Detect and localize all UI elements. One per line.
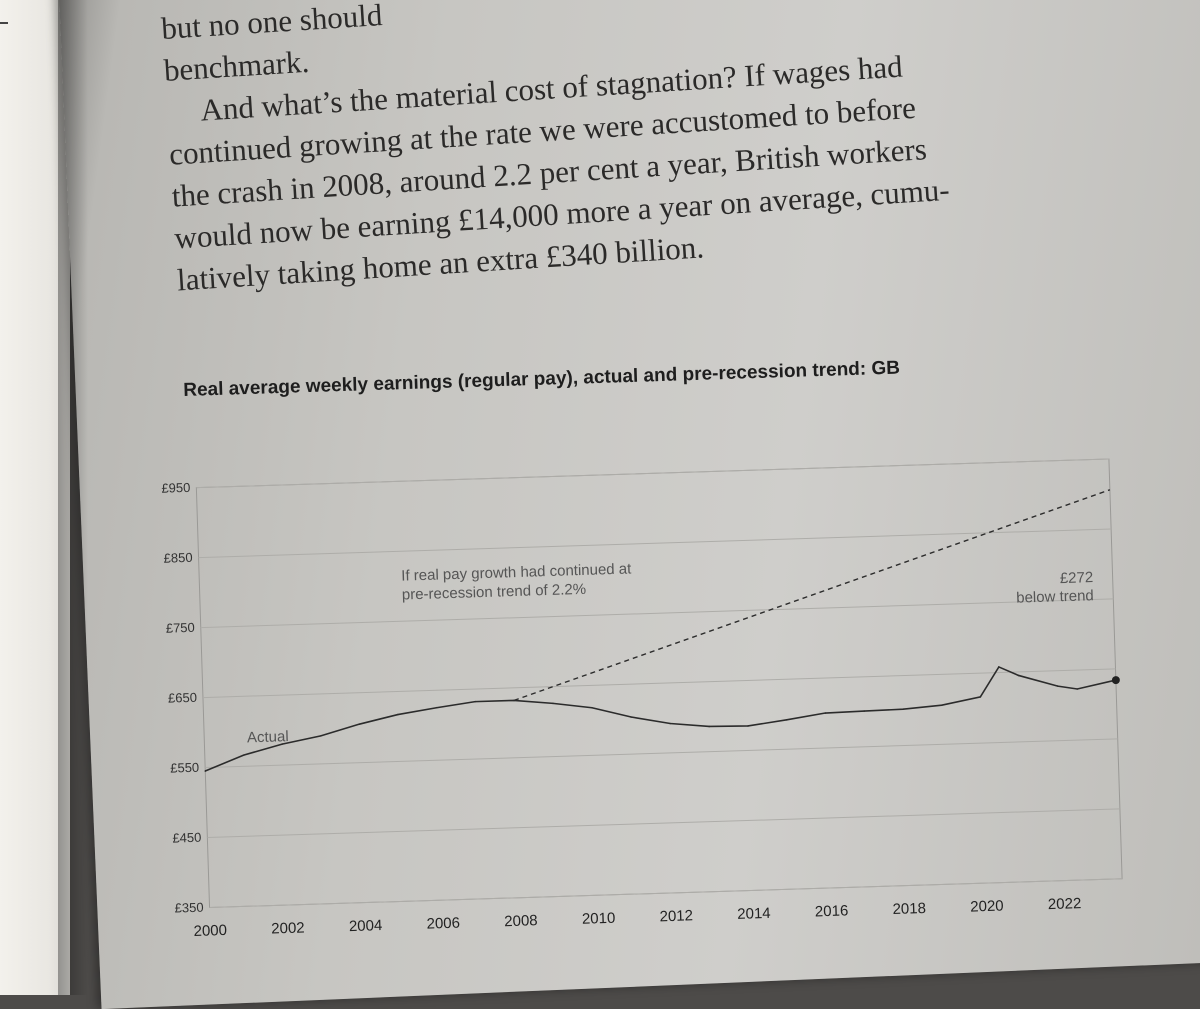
actual-data-point [242, 754, 245, 756]
actual-data-point [358, 723, 361, 725]
actual-data-point [1056, 685, 1059, 687]
y-gridline [209, 878, 1123, 908]
x-tick-label: 2008 [504, 912, 538, 930]
page-mark [0, 22, 8, 24]
actual-data-point [397, 713, 399, 716]
actual-series-label: Actual [247, 728, 289, 746]
actual-data-point [785, 719, 788, 721]
y-tick-label: £550 [170, 760, 199, 776]
x-tick-label: 2020 [970, 898, 1004, 916]
actual-end-marker [1111, 676, 1120, 685]
actual-data-point [669, 722, 672, 725]
trend-label-line2: pre-recession trend of 2.2% [402, 581, 587, 604]
chart-svg: £950 £850 £750 £650 £550 £450 £350 2000 2002 2004… [161, 458, 1123, 940]
x-tick-label: 2018 [892, 900, 926, 918]
actual-data-point [747, 725, 749, 727]
actual-data-point [474, 700, 476, 703]
y-gridline [200, 598, 1114, 629]
actual-data-point [552, 702, 554, 705]
actual-data-point [435, 706, 438, 709]
y-gridline [207, 808, 1120, 838]
actual-data-point [940, 704, 943, 706]
y-tick-label: £850 [163, 550, 192, 566]
actual-data-point [630, 716, 632, 718]
earnings-chart: Real average weekly earnings (regular pa… [120, 319, 1140, 990]
page-fold-shadow [58, 0, 88, 995]
x-tick-label: 2014 [737, 905, 771, 923]
actual-data-point [708, 725, 710, 728]
actual-data-point [1076, 688, 1079, 690]
x-tick-label: 2006 [426, 915, 460, 933]
x-tick-label: 2004 [349, 917, 383, 935]
x-tick-label: 2012 [659, 907, 693, 925]
actual-series-line [204, 665, 1117, 772]
actual-data-point [319, 735, 322, 737]
actual-data-point [824, 712, 827, 714]
y-tick-label: £650 [168, 690, 197, 706]
actual-data-point [902, 708, 904, 710]
actual-data-point [281, 743, 283, 745]
actual-data-point [863, 710, 865, 712]
actual-data-point [204, 770, 207, 772]
trend-label-line1: If real pay growth had continued at [401, 560, 632, 584]
x-tick-label: 2022 [1048, 895, 1082, 913]
actual-data-point [998, 666, 1000, 668]
trend-series-line [513, 489, 1111, 702]
y-gridline [202, 668, 1116, 699]
x-tick-label: 2002 [271, 919, 305, 937]
actual-data-point [979, 696, 982, 698]
y-gridline [198, 528, 1112, 559]
x-tick-label: 2016 [815, 902, 849, 920]
actual-data-point [1017, 674, 1020, 677]
gap-label-text: below trend [1016, 587, 1094, 606]
y-tick-label: £350 [174, 900, 203, 916]
x-tick-label: 2010 [582, 910, 616, 928]
x-tick-label: 2000 [193, 922, 227, 940]
y-gridline [205, 738, 1118, 769]
y-tick-label: £950 [161, 480, 190, 496]
y-tick-label: £750 [166, 620, 195, 636]
gap-label-value: £272 [1060, 569, 1094, 587]
actual-data-point [591, 706, 593, 709]
y-tick-label: £450 [172, 830, 201, 846]
y-gridline [196, 458, 1109, 489]
facing-page-edge [0, 0, 70, 995]
